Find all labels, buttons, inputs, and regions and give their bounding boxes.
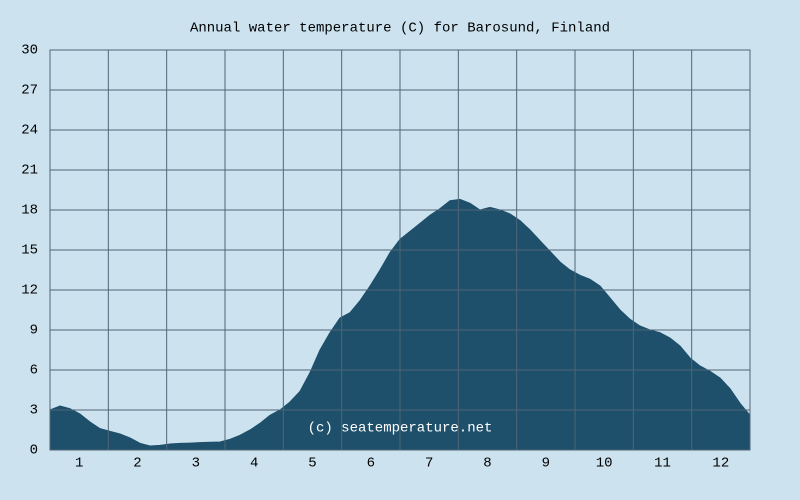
x-tick-label: 6	[367, 456, 375, 472]
y-tick-label: 21	[21, 163, 38, 179]
y-tick-label: 9	[30, 323, 38, 339]
y-tick-label: 24	[21, 123, 38, 139]
x-tick-label: 3	[192, 456, 200, 472]
y-tick-label: 30	[21, 43, 38, 59]
x-tick-label: 1	[75, 456, 83, 472]
x-tick-label: 5	[308, 456, 316, 472]
x-tick-label: 2	[133, 456, 141, 472]
annotation: (c) seatemperature.net	[308, 421, 493, 437]
chart-title: Annual water temperature (C) for Barosun…	[190, 21, 610, 37]
y-tick-label: 3	[30, 403, 38, 419]
x-tick-label: 7	[425, 456, 433, 472]
x-tick-label: 11	[654, 456, 671, 472]
y-tick-label: 27	[21, 83, 38, 99]
y-tick-label: 15	[21, 243, 38, 259]
y-tick-label: 12	[21, 283, 38, 299]
x-tick-label: 4	[250, 456, 258, 472]
x-tick-label: 10	[596, 456, 613, 472]
x-tick-label: 9	[542, 456, 550, 472]
x-tick-label: 8	[483, 456, 491, 472]
plot-border	[49, 49, 751, 451]
y-tick-label: 6	[30, 363, 38, 379]
x-tick-label: 12	[712, 456, 729, 472]
y-tick-label: 18	[21, 203, 38, 219]
y-tick-label: 0	[30, 443, 38, 459]
